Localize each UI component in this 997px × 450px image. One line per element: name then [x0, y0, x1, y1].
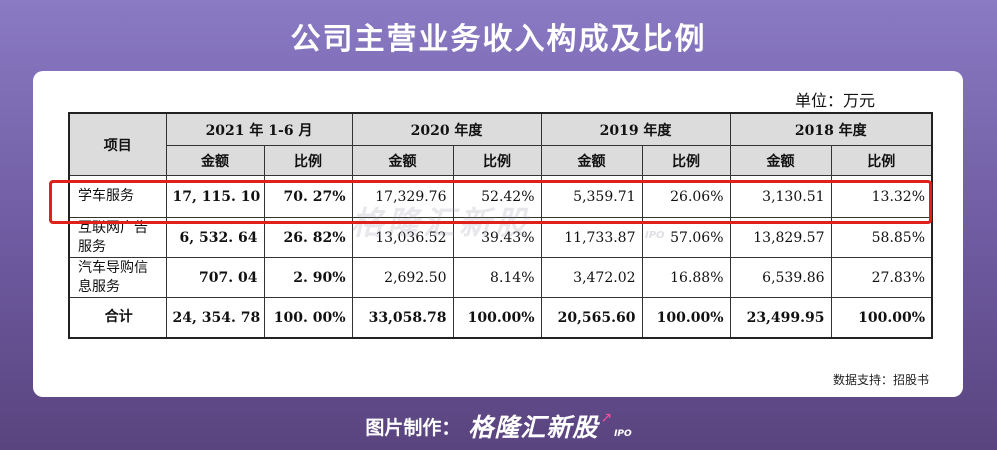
table-row-total: 合计 24, 354. 78 100. 00% 33,058.78 100.00…: [68, 297, 933, 339]
footer-label: 图片制作：: [365, 416, 461, 439]
cell-amount: 2,692.50: [351, 257, 454, 298]
page-title: 公司主营业务收入构成及比例: [290, 22, 707, 57]
arrow-icon: ↗: [600, 410, 613, 426]
cell-ratio: 16.88%: [641, 257, 731, 298]
row-name: 汽车导购信息服务: [68, 257, 167, 298]
header-item: 项目: [68, 112, 167, 176]
source-note: 数据支持：招股书: [832, 373, 929, 387]
cell-ratio: 100.00%: [641, 297, 731, 339]
cell-amount: 24, 354. 78: [165, 297, 265, 339]
header-ratio: 比例: [263, 145, 353, 176]
footer: 图片制作： 格隆汇新股 ↗ IPO: [0, 408, 997, 444]
cell-amount: 707. 04: [165, 257, 265, 298]
cell-ratio: 100.00%: [452, 297, 542, 339]
cell-amount: 33,058.78: [351, 297, 454, 339]
header-period-2018: 2018 年度: [729, 112, 933, 146]
header-amount: 金额: [165, 145, 265, 176]
cell-ratio: 8.14%: [452, 257, 542, 298]
header-ratio: 比例: [830, 145, 933, 176]
cell-ratio: 100.00%: [830, 297, 933, 339]
unit-label: 单位：万元: [794, 91, 875, 110]
cell-amount: 3,472.02: [540, 257, 643, 298]
header-amount: 金额: [351, 145, 454, 176]
header-period-2019: 2019 年度: [540, 112, 731, 146]
header-amount: 金额: [540, 145, 643, 176]
row-name: 合计: [68, 297, 167, 339]
header-ratio: 比例: [452, 145, 542, 176]
brand-logo: 格隆汇新股: [468, 413, 599, 442]
header-amount: 金额: [729, 145, 832, 176]
cell-amount: 6,539.86: [729, 257, 832, 298]
brand-sub: IPO: [614, 429, 632, 439]
header-ratio: 比例: [641, 145, 731, 176]
cell-ratio: 100. 00%: [263, 297, 353, 339]
revenue-table: 项目 2021 年 1-6 月 2020 年度 2019 年度 2018 年度 …: [68, 112, 934, 339]
cell-amount: 20,565.60: [540, 297, 643, 339]
table-row: 汽车导购信息服务 707. 04 2. 90% 2,692.50 8.14% 3…: [68, 257, 933, 298]
header-period-2020: 2020 年度: [351, 112, 542, 146]
watermark-sub: IPO: [645, 230, 665, 241]
cell-amount: 23,499.95: [729, 297, 832, 339]
cell-ratio: 2. 90%: [263, 257, 353, 298]
header-period-2021h1: 2021 年 1-6 月: [165, 112, 353, 146]
highlight-box: [49, 180, 932, 224]
cell-ratio: 27.83%: [830, 257, 933, 298]
table-card: 单位：万元 项目 2021 年 1-6 月 2020 年度 2019 年度 20…: [33, 71, 963, 397]
